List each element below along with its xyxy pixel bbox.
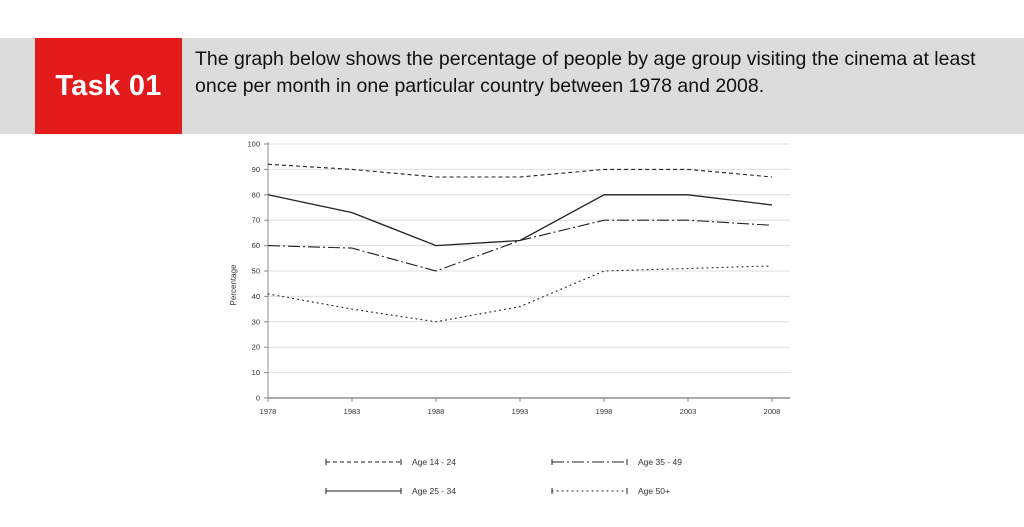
- legend-label: Age 14 - 24: [412, 457, 456, 467]
- y-axis-label: Percentage: [229, 264, 238, 305]
- legend-item-4: Age 50+: [551, 486, 670, 496]
- y-tick-label: 30: [252, 317, 260, 326]
- legend-item-1: Age 14 - 24: [325, 457, 456, 467]
- legend-item-3: Age 35 - 49: [551, 457, 682, 467]
- y-tick-label: 0: [256, 394, 260, 403]
- y-tick-label: 50: [252, 267, 260, 276]
- series-line-3: [267, 219, 773, 272]
- chart-legend: Age 14 - 24 Age 25 - 34 Age 35 - 49 Age 50+: [325, 457, 682, 496]
- x-tick-label: 1993: [512, 407, 529, 416]
- y-tick-label: 40: [252, 292, 260, 301]
- legend-label: Age 50+: [638, 486, 670, 496]
- legend-label: Age 35 - 49: [638, 457, 682, 467]
- task-badge: Task 01: [35, 38, 182, 134]
- x-tick-label: 1988: [428, 407, 445, 416]
- x-tick-label: 1978: [260, 407, 277, 416]
- series-line-4: [267, 265, 773, 323]
- chart-grid: [268, 143, 790, 374]
- y-tick-label: 70: [252, 216, 260, 225]
- chart-series: [267, 163, 773, 323]
- task-label: Task 01: [55, 69, 162, 102]
- y-tick-label: 80: [252, 190, 260, 199]
- legend-label: Age 25 - 34: [412, 486, 456, 496]
- y-tick-label: 10: [252, 368, 260, 377]
- x-tick-label: 2008: [764, 407, 781, 416]
- task-description: The graph below shows the percentage of …: [195, 48, 976, 97]
- y-tick-label: 20: [252, 343, 260, 352]
- y-tick-label: 60: [252, 241, 260, 250]
- legend-item-2: Age 25 - 34: [325, 486, 456, 496]
- x-tick-label: 1983: [344, 407, 361, 416]
- y-tick-label: 90: [252, 165, 260, 174]
- chart-axes: 0 10 20 30 40 50 60 70 80 90 100 1978 1983 1988 1993 19…: [229, 140, 790, 416]
- x-tick-label: 1998: [596, 407, 613, 416]
- x-tick-label: 2003: [680, 407, 697, 416]
- y-tick-label: 100: [247, 140, 260, 149]
- series-line-1: [267, 163, 773, 178]
